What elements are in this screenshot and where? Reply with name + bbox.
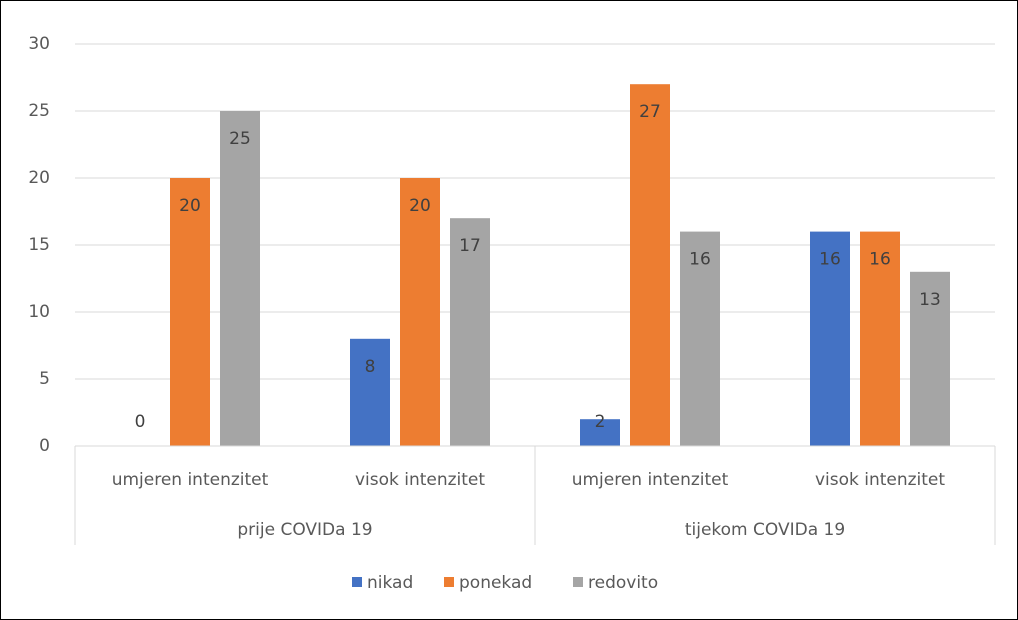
- group-label: tijekom COVIDa 19: [685, 520, 845, 540]
- y-tick-label: 0: [39, 436, 50, 456]
- data-label: 8: [365, 357, 376, 377]
- y-tick-label: 10: [28, 302, 50, 322]
- data-label: 16: [819, 250, 841, 270]
- y-tick-label: 5: [39, 369, 50, 389]
- y-tick-label: 25: [28, 101, 50, 121]
- bar: [400, 178, 440, 446]
- bar: [350, 338, 390, 446]
- data-label: 27: [639, 102, 661, 122]
- legend-swatch: [352, 577, 362, 587]
- y-tick-label: 15: [28, 235, 50, 255]
- data-label: 13: [919, 290, 941, 310]
- y-tick-label: 30: [28, 34, 50, 54]
- legend-swatch: [444, 577, 454, 587]
- x-tick-label: visok intenzitet: [355, 470, 485, 490]
- bar: [910, 271, 950, 446]
- data-label: 20: [179, 196, 201, 216]
- group-label: prije COVIDa 19: [237, 520, 372, 540]
- data-label: 2: [595, 412, 606, 432]
- data-label: 17: [459, 236, 481, 256]
- x-tick-label: visok intenzitet: [815, 470, 945, 490]
- bar: [220, 111, 260, 446]
- legend-label: ponekad: [459, 573, 532, 593]
- data-label: 0: [135, 412, 146, 432]
- legend-label: redovito: [588, 573, 658, 593]
- bar: [810, 231, 850, 446]
- x-tick-label: umjeren intenzitet: [572, 470, 729, 490]
- y-tick-label: 20: [28, 168, 50, 188]
- bar: [580, 419, 620, 446]
- data-label: 16: [869, 250, 891, 270]
- legend-label: nikad: [367, 573, 413, 593]
- data-label: 25: [229, 129, 251, 149]
- legend-swatch: [573, 577, 583, 587]
- bar: [860, 231, 900, 446]
- bar: [630, 84, 670, 446]
- bar: [680, 231, 720, 446]
- bar: [450, 218, 490, 446]
- data-label: 20: [409, 196, 431, 216]
- data-label: 16: [689, 250, 711, 270]
- x-tick-label: umjeren intenzitet: [112, 470, 269, 490]
- bar: [170, 178, 210, 446]
